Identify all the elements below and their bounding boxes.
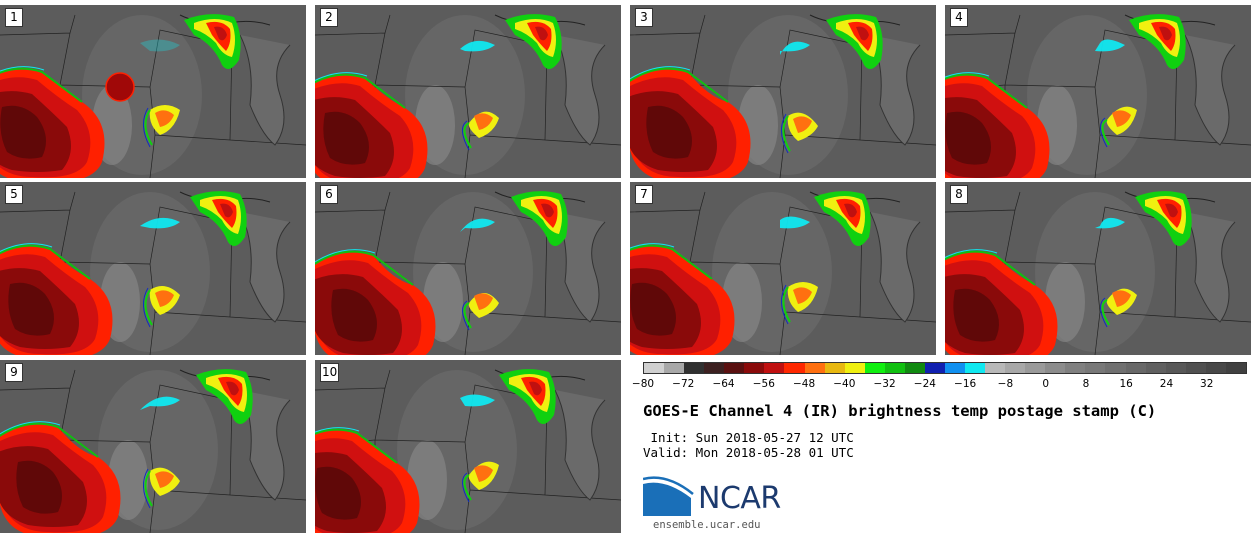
colorbar <box>643 362 1247 374</box>
colorbar-ticks: −80 −72 −64 −56 −48 −40 −32 −24 −16 −8 0 8 16 24 32 <box>632 378 1247 392</box>
ir-map-icon <box>630 5 936 178</box>
colorbar-segment <box>804 363 825 373</box>
colorbar-segment <box>1045 363 1066 373</box>
colorbar-tick-label: −24 <box>913 378 936 390</box>
colorbar-tick-label: −56 <box>752 378 775 390</box>
panel-label: 10 <box>320 363 340 382</box>
panel-label: 7 <box>635 185 653 204</box>
colorbar-tick-label: −48 <box>792 378 816 390</box>
colorbar-segment <box>844 363 865 373</box>
map-panel: 4 <box>945 5 1251 178</box>
colorbar-segment <box>944 363 965 373</box>
figure-title: GOES-E Channel 4 (IR) brightness temp po… <box>643 402 1157 420</box>
colorbar-segment <box>724 363 745 373</box>
colorbar-segment <box>784 363 805 373</box>
colorbar-segment <box>1085 363 1106 373</box>
panel-label: 3 <box>635 8 653 27</box>
colorbar-segment <box>1065 363 1086 373</box>
colorbar-tick-label: −16 <box>954 378 977 390</box>
colorbar-segment <box>965 363 986 373</box>
panel-label: 1 <box>5 8 23 27</box>
time-info: Init: Sun 2018-05-27 12 UTC Valid: Mon 2… <box>643 430 854 460</box>
ir-map-icon <box>945 5 1251 178</box>
colorbar-segment <box>704 363 725 373</box>
map-panel: 2 <box>315 5 621 178</box>
colorbar-segment <box>824 363 845 373</box>
ir-map-icon <box>945 182 1251 355</box>
panel-label: 6 <box>320 185 338 204</box>
ir-map-icon <box>0 5 306 178</box>
colorbar-segment <box>1185 363 1206 373</box>
colorbar-segment <box>985 363 1006 373</box>
colorbar-segment <box>1125 363 1146 373</box>
colorbar-segment <box>1005 363 1026 373</box>
ir-map-icon <box>630 182 936 355</box>
ncar-logo: NCAR <box>642 476 793 520</box>
panel-label: 2 <box>320 8 338 27</box>
map-panel: 6 <box>315 182 621 355</box>
ir-map-icon <box>315 182 621 355</box>
colorbar-tick-label: 0 <box>1042 378 1049 390</box>
colorbar-segment <box>664 363 685 373</box>
panel-label: 4 <box>950 8 968 27</box>
colorbar-segment <box>1205 363 1226 373</box>
colorbar-tick-label: −72 <box>672 378 695 390</box>
map-panel: 1 <box>0 5 306 178</box>
colorbar-segment <box>864 363 885 373</box>
ncar-logo-mark-icon <box>642 476 694 516</box>
colorbar-segment <box>1225 363 1246 373</box>
colorbar-segment <box>1025 363 1046 373</box>
colorbar-tick-label: 32 <box>1200 378 1214 390</box>
colorbar-tick-label: −40 <box>833 378 856 390</box>
map-panel: 8 <box>945 182 1251 355</box>
colorbar-segment <box>744 363 765 373</box>
colorbar-tick-label: 24 <box>1159 378 1174 390</box>
colorbar-tick-label: −8 <box>997 378 1014 390</box>
init-time: Init: Sun 2018-05-27 12 UTC <box>643 430 854 445</box>
colorbar-segment <box>1105 363 1126 373</box>
colorbar-segment <box>684 363 705 373</box>
ir-map-icon <box>0 182 306 355</box>
valid-time: Valid: Mon 2018-05-28 01 UTC <box>643 445 854 460</box>
colorbar-tick-label: −32 <box>873 378 896 390</box>
colorbar-segment <box>1165 363 1186 373</box>
panel-label: 8 <box>950 185 968 204</box>
map-panel: 9 <box>0 360 306 533</box>
map-panel: 10 <box>315 360 621 533</box>
colorbar-tick-label: 16 <box>1119 378 1133 390</box>
colorbar-segment <box>884 363 905 373</box>
colorbar-segment <box>1145 363 1166 373</box>
colorbar-tick-label: −64 <box>712 378 735 390</box>
map-panel: 7 <box>630 182 936 355</box>
panel-label: 5 <box>5 185 23 204</box>
panel-label: 9 <box>5 363 23 382</box>
colorbar-tick-label: −80 <box>631 378 655 390</box>
colorbar-segment <box>764 363 785 373</box>
map-panel: 3 <box>630 5 936 178</box>
ir-map-icon <box>0 360 306 533</box>
ensemble-url: ensemble.ucar.edu <box>653 519 761 531</box>
colorbar-segment <box>644 363 665 373</box>
colorbar-segment <box>924 363 945 373</box>
ir-map-icon <box>315 360 621 533</box>
colorbar-tick-label: 8 <box>1082 378 1090 390</box>
ncar-logo-text: NCAR <box>698 481 781 516</box>
colorbar-segment <box>904 363 925 373</box>
ir-map-icon <box>315 5 621 178</box>
map-panel: 5 <box>0 182 306 355</box>
